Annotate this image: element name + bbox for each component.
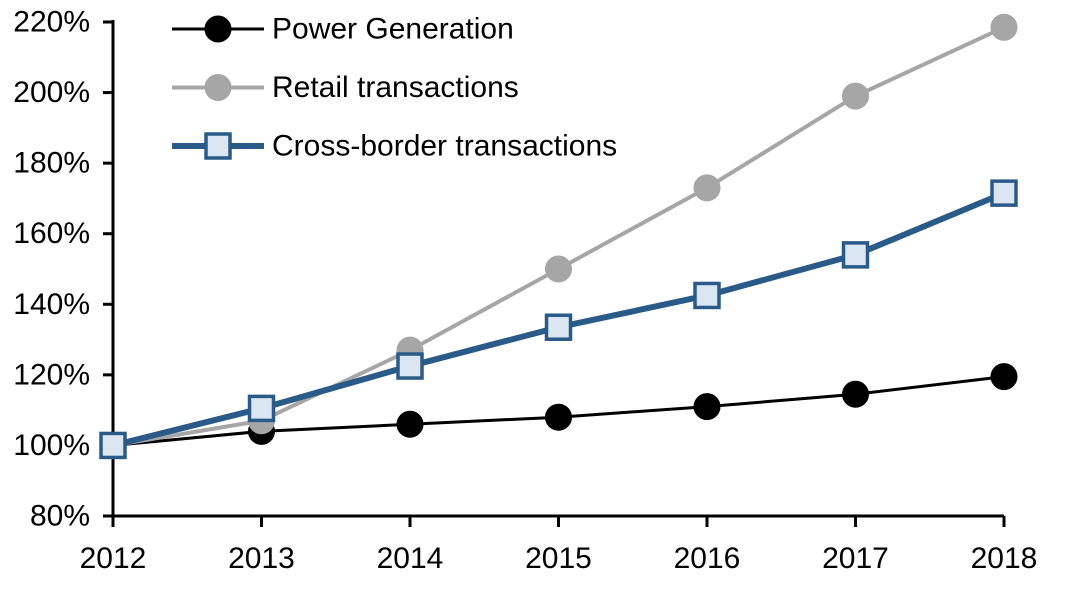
series-marker-cross-border-transactions xyxy=(544,313,573,341)
axes: 80% 100% 120% 140% 160% 180% 200% 220% 2012 2013 2… xyxy=(13,6,1037,576)
series-marker-retail-transactions xyxy=(545,255,572,283)
series-marker-cross-border-transactions xyxy=(990,179,1018,207)
series-marker-retail-transactions xyxy=(990,13,1018,41)
series-marker-retail-transactions xyxy=(842,82,869,110)
series-cross-border-transactions xyxy=(99,179,1018,460)
series-marker-power-generation xyxy=(693,393,721,421)
series-marker-cross-border-transactions xyxy=(693,281,721,310)
x-axis-tick-label: 2015 xyxy=(525,542,592,575)
series-marker-cross-border-transactions xyxy=(841,241,870,269)
series-marker-power-generation xyxy=(396,410,424,438)
y-axis-tick-label: 80% xyxy=(30,500,90,533)
series-marker-cross-border-transactions xyxy=(396,352,424,380)
legend-label: Cross-border transactions xyxy=(272,130,617,163)
series-marker-cross-border-transactions xyxy=(99,431,127,460)
series-power-generation xyxy=(99,363,1018,459)
series-marker-cross-border-transactions xyxy=(247,394,276,423)
series-marker-retail-transactions xyxy=(693,174,721,202)
legend-swatch-marker xyxy=(204,15,232,43)
series-line-retail-transactions xyxy=(111,25,1006,448)
x-axis-tick-label: 2018 xyxy=(971,542,1038,575)
y-axis-tick-label: 100% xyxy=(13,429,90,462)
legend: Power Generation Retail transactions Cross… xyxy=(172,13,617,163)
legend-item-cross-border-transactions: Cross-border transactions xyxy=(172,130,617,163)
y-axis-tick-label: 220% xyxy=(13,6,90,39)
y-axis-tick-label: 120% xyxy=(13,358,90,391)
x-axis-tick-label: 2017 xyxy=(822,542,889,575)
y-axis-tick-label: 180% xyxy=(13,147,90,180)
x-axis-tick-label: 2014 xyxy=(377,542,444,575)
legend-swatch-marker xyxy=(204,74,232,101)
legend-label: Retail transactions xyxy=(272,71,519,104)
series-marker-power-generation xyxy=(842,380,869,408)
legend-item-retail-transactions: Retail transactions xyxy=(172,71,519,104)
x-axis-tick-label: 2012 xyxy=(80,542,147,575)
legend-item-power-generation: Power Generation xyxy=(172,13,514,46)
series-marker-power-generation xyxy=(545,403,572,431)
series-marker-power-generation xyxy=(990,363,1018,391)
x-axis-tick-label: 2016 xyxy=(674,542,741,575)
y-axis-tick-label: 140% xyxy=(13,288,90,321)
y-axis-tick-label: 200% xyxy=(13,76,90,109)
legend-swatch-marker xyxy=(204,132,232,160)
y-axis-tick-label: 160% xyxy=(13,217,90,250)
legend-label: Power Generation xyxy=(272,13,514,46)
x-axis-tick-label: 2013 xyxy=(228,542,295,575)
